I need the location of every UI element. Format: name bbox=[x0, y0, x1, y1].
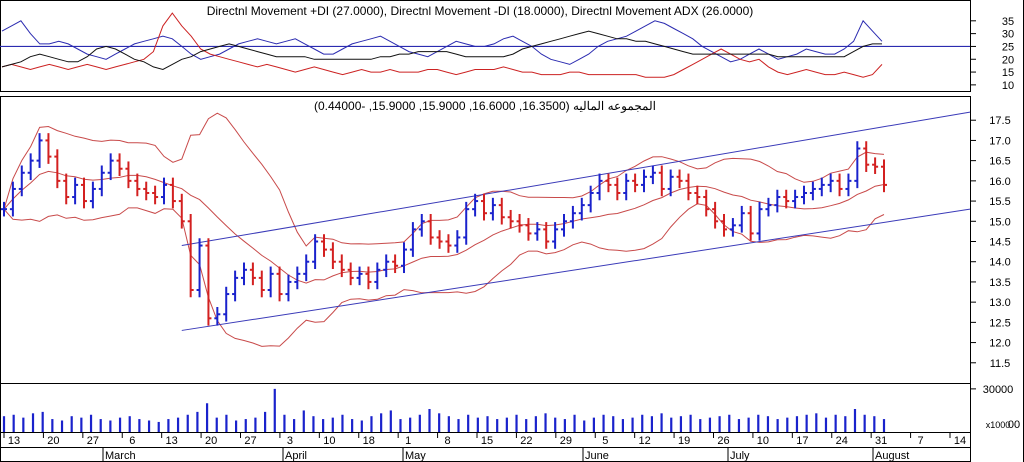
day-label: 27 bbox=[244, 435, 256, 447]
day-label: 12 bbox=[639, 435, 651, 447]
day-label: 1 bbox=[405, 435, 411, 447]
day-label: 10 bbox=[757, 435, 769, 447]
price-tick-label: 16.5 bbox=[989, 156, 1010, 168]
day-label: 17 bbox=[796, 435, 808, 447]
month-label: May bbox=[405, 450, 426, 462]
day-label: 5 bbox=[602, 435, 608, 447]
volume-zero-label: 00 bbox=[1008, 419, 1020, 431]
volume-unit-label: x1000 bbox=[986, 420, 1011, 430]
dmi-tick-label: 10 bbox=[1002, 80, 1014, 92]
day-label: 13 bbox=[166, 435, 178, 447]
day-label: 8 bbox=[445, 435, 451, 447]
dmi-tick-label: 15 bbox=[1002, 67, 1014, 79]
price-tick-label: 11.5 bbox=[990, 358, 1011, 370]
middle-band bbox=[3, 170, 885, 284]
day-label: 31 bbox=[875, 435, 887, 447]
dmi-tick-label: 35 bbox=[1002, 16, 1014, 28]
price-tick-label: 15.5 bbox=[989, 196, 1010, 208]
volume-tick-label: 30000 bbox=[983, 384, 1014, 396]
date-axis: 13 20 27 6 13 20 27 3 10 18 1 8 15 22 29 5 12 19 26 10 17 24 3… bbox=[3, 433, 966, 462]
dmi-series-line-1 bbox=[1, 12, 883, 78]
price-tick-label: 12.5 bbox=[989, 317, 1010, 329]
price-tick-label: 13.0 bbox=[989, 297, 1010, 309]
price-tick-label: 16.0 bbox=[989, 176, 1010, 188]
day-label: 29 bbox=[560, 435, 572, 447]
price-tick-label: 14.5 bbox=[989, 237, 1010, 249]
lower-trend-line bbox=[181, 208, 971, 331]
price-tick-label: 14.0 bbox=[989, 257, 1010, 269]
volume-plot: 30000 00 bbox=[2, 384, 1020, 432]
dmi-series-line-2 bbox=[1, 30, 882, 71]
upper-band bbox=[3, 112, 885, 247]
dmi-title: Directnl Movement +DI (27.0000), Directn… bbox=[207, 4, 754, 18]
day-label: 18 bbox=[363, 435, 375, 447]
day-label: 6 bbox=[129, 435, 135, 447]
day-label: 3 bbox=[287, 435, 293, 447]
dmi-series-line-0 bbox=[1, 19, 883, 65]
price-tick-label: 12.0 bbox=[989, 338, 1010, 350]
price-plot: 11.5 12.0 12.5 13.0 13.5 14.0 14.5 15.0 15.5 16.0… bbox=[1, 111, 1011, 370]
day-label: 22 bbox=[520, 435, 532, 447]
day-label: 27 bbox=[87, 435, 99, 447]
month-label: March bbox=[105, 450, 136, 462]
price-title: المجموعه الماليه (16.3500, 16.6000, 15.9… bbox=[314, 99, 656, 113]
price-tick-label: 17.0 bbox=[989, 135, 1010, 147]
day-label: 24 bbox=[836, 435, 848, 447]
month-label: June bbox=[585, 450, 609, 462]
dmi-tick-label: 30 bbox=[1002, 29, 1014, 41]
day-label: 15 bbox=[481, 435, 493, 447]
price-tick-label: 13.5 bbox=[989, 277, 1010, 289]
dmi-tick-label: 20 bbox=[1002, 54, 1014, 66]
month-label: April bbox=[285, 450, 307, 462]
month-label: July bbox=[730, 450, 750, 462]
price-panel-frame bbox=[0, 96, 971, 384]
day-label: 7 bbox=[918, 435, 924, 447]
upper-trend-line bbox=[181, 111, 971, 247]
price-tick-label: 15.0 bbox=[989, 216, 1010, 228]
price-tick-label: 17.5 bbox=[989, 115, 1010, 127]
day-label: 13 bbox=[8, 435, 20, 447]
dmi-tick-label: 25 bbox=[1002, 41, 1014, 53]
lower-band bbox=[3, 203, 885, 347]
day-label: 14 bbox=[954, 435, 966, 447]
day-label: 26 bbox=[717, 435, 729, 447]
month-label: August bbox=[875, 450, 909, 462]
day-label: 10 bbox=[323, 435, 335, 447]
day-label: 20 bbox=[47, 435, 59, 447]
day-label: 19 bbox=[678, 435, 690, 447]
day-label: 20 bbox=[205, 435, 217, 447]
